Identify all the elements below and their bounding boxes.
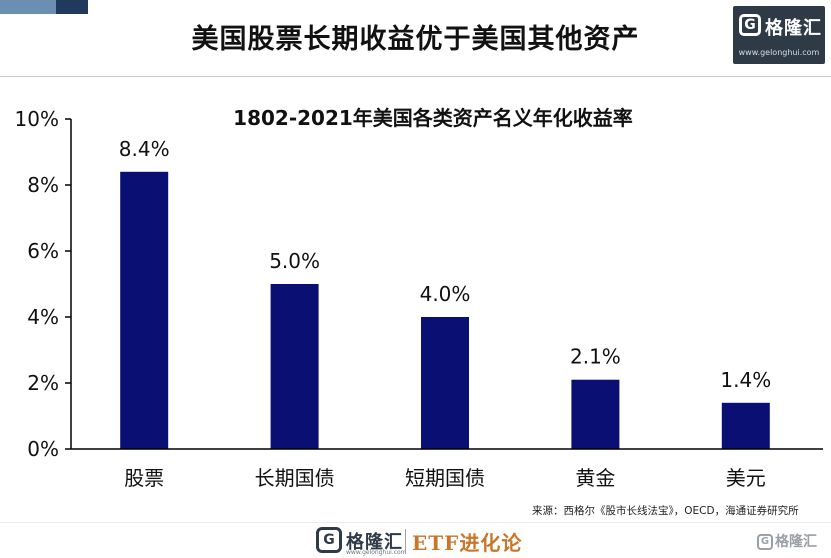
watermark-name: 格隆汇 bbox=[775, 534, 817, 550]
y-tick-label: 10% bbox=[15, 107, 59, 131]
chart-title: 1802-2021年美国各类资产名义年化收益率 bbox=[233, 106, 633, 130]
x-category-label: 黄金 bbox=[575, 466, 615, 490]
gelonghui-logo: G 格隆汇 www.gelonghui.com bbox=[733, 6, 825, 64]
x-category-label: 美元 bbox=[726, 466, 766, 490]
bar bbox=[120, 171, 169, 450]
source-note: 来源：西格尔《股市长线法宝》，OECD，海通证券研究所 bbox=[532, 505, 799, 517]
watermark-mark-icon: G bbox=[757, 534, 773, 550]
y-tick-label: 2% bbox=[27, 371, 59, 395]
x-category-label: 股票 bbox=[124, 466, 164, 490]
logo-url: www.gelonghui.com bbox=[738, 48, 820, 57]
page-headline: 美国股票长期收益优于美国其他资产 bbox=[191, 24, 640, 55]
y-tick-label: 0% bbox=[27, 437, 59, 461]
y-tick-label: 4% bbox=[27, 305, 59, 329]
y-tick-label: 6% bbox=[27, 239, 59, 263]
y-axis: 0% 2% 4% 6% 8% 10% bbox=[15, 107, 72, 461]
bar bbox=[421, 317, 469, 449]
x-category-label: 长期国债 bbox=[255, 466, 335, 490]
footer-logo-mark-icon: G bbox=[316, 527, 342, 553]
footer-logo-url: www.gelonghui.com bbox=[346, 549, 407, 556]
bar-value-label: 1.4% bbox=[720, 368, 771, 392]
x-category-label: 短期国债 bbox=[405, 466, 485, 490]
header-divider bbox=[0, 76, 831, 77]
footer-bar: G 格隆汇 www.gelonghui.com ETF进化论 bbox=[0, 522, 831, 558]
bar-value-label: 2.1% bbox=[570, 345, 621, 369]
bar bbox=[270, 284, 319, 449]
footer-separator bbox=[405, 529, 406, 553]
logo-name: 格隆汇 bbox=[765, 18, 822, 39]
logo-mark-icon: G bbox=[739, 14, 761, 36]
y-tick-label: 8% bbox=[27, 173, 59, 197]
corner-accent-block bbox=[0, 0, 88, 14]
bar-value-label: 5.0% bbox=[269, 249, 320, 273]
bar bbox=[571, 379, 620, 449]
bar-value-label: 4.0% bbox=[420, 282, 471, 306]
bars-group: 8.4% 5.0% 4.0% 2.1% 1.4% bbox=[119, 137, 771, 450]
x-axis: 股票 长期国债 短期国债 黄金 美元 bbox=[71, 448, 823, 490]
bar bbox=[721, 402, 770, 449]
watermark: G 格隆汇 bbox=[757, 531, 817, 551]
footer-logo-name: 格隆汇 bbox=[346, 532, 403, 553]
footer-brand: ETF进化论 bbox=[412, 531, 523, 555]
bar-value-label: 8.4% bbox=[119, 137, 170, 161]
